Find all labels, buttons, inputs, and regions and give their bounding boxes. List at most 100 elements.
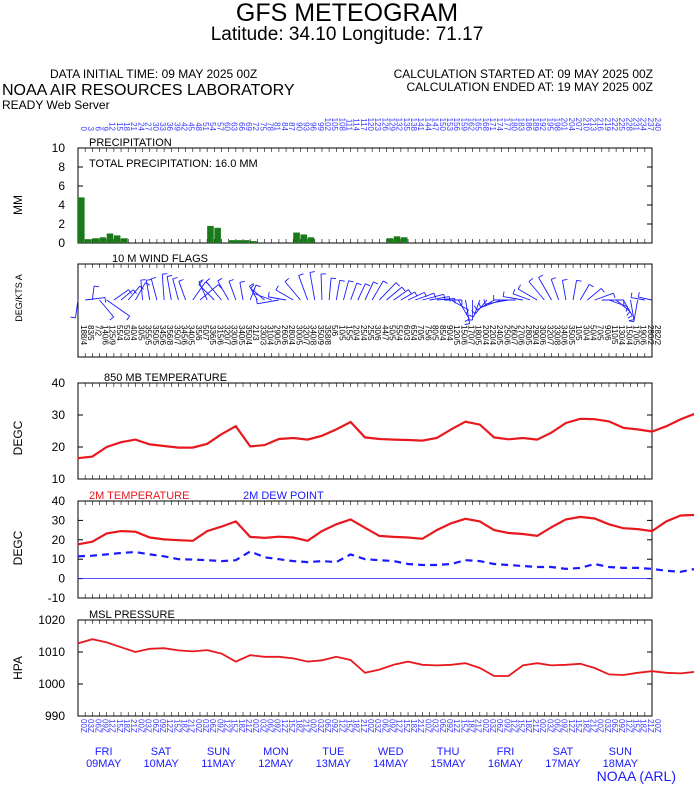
wind-barb (576, 279, 582, 282)
utc-hour-label: 06Z (380, 719, 389, 733)
wind-flag (512, 293, 531, 301)
wind-value-label: 5/6 (330, 325, 339, 337)
utc-hour-label: 03Z (316, 719, 325, 733)
utc-hour-label: 09Z (215, 719, 224, 733)
wind-flag (503, 296, 523, 301)
y-tick-label: 6 (58, 179, 65, 193)
forecast-hour-label: 138 (409, 118, 418, 132)
utc-hour-label: 15Z (631, 719, 640, 733)
wind-flag (268, 296, 287, 301)
wind-barb (637, 292, 640, 298)
wind-value-label: 140/6 (101, 325, 110, 346)
utc-hour-label: 09Z (502, 719, 511, 733)
day-of-week-label: THU (437, 746, 460, 758)
wind-value-label: 336/5 (208, 325, 217, 346)
wind-flag (99, 299, 115, 318)
wind-value-label: 260/7 (510, 325, 519, 346)
precip-bar (250, 241, 257, 243)
wind-flag (135, 282, 146, 301)
forecast-hour-label: 24 (136, 122, 145, 131)
wind-value-label: 40/4 (129, 325, 138, 341)
wind-flag (113, 289, 129, 301)
forecast-hour-label: 99 (316, 122, 325, 131)
wind-barb (464, 323, 470, 325)
utc-hour-label: 12Z (510, 719, 519, 733)
forecast-hour-label: 174 (495, 118, 504, 132)
wind-flag (450, 299, 469, 311)
wind-flag (198, 281, 208, 301)
wind-value-label: 290/5 (273, 325, 282, 346)
wind-barb (483, 299, 486, 305)
forecast-hour-label: 195 (545, 118, 554, 132)
forecast-hour-label: 45 (187, 122, 196, 131)
wind-flag (284, 281, 301, 301)
page-title: GFS METEOGRAM (235, 0, 459, 27)
dewpoint-legend: 2M DEW POINT (243, 490, 324, 502)
day-date-label: 13MAY (316, 758, 352, 770)
utc-hour-label: 06Z (610, 719, 619, 733)
utc-hour-label: 09Z (445, 719, 454, 733)
utc-hour-label: 15Z (459, 719, 468, 733)
forecast-hour-label: 6 (93, 127, 102, 132)
wind-title: 10 M WIND FLAGS (112, 253, 208, 265)
utc-hour-label: 03Z (488, 719, 497, 733)
temp2m-panel (77, 500, 653, 599)
utc-hour-label: 03Z (603, 719, 612, 733)
wind-barb (473, 305, 478, 311)
wind-barb (94, 285, 100, 288)
wind-value-label: 130/4 (617, 325, 626, 346)
wind-barb (218, 284, 222, 289)
forecast-hour-label: 168 (481, 118, 490, 132)
forecast-hour-label: 132 (395, 118, 404, 132)
wind-value-label: 350/5 (567, 325, 576, 346)
wind-value-label: 85/4 (438, 325, 447, 341)
wind-barb (249, 283, 254, 287)
wind-value-label: 125/9 (108, 325, 117, 346)
forecast-hour-label: 30 (151, 122, 160, 131)
wind-value-label: 200/4 (481, 325, 490, 346)
wind-value-label: 90/4 (445, 325, 454, 341)
forecast-hour-label: 39 (172, 122, 181, 131)
precip-bar (393, 236, 401, 243)
wind-barb (267, 291, 270, 297)
utc-hour-label: 06Z (266, 719, 275, 733)
wind-barb (145, 282, 150, 286)
wind-value-label: 21/3 (251, 325, 260, 341)
wind-value-label: 35/6 (194, 325, 203, 341)
wind-value-label: 315/6 (215, 325, 224, 346)
day-date-label: 17MAY (545, 758, 581, 770)
wind-flag (572, 280, 577, 301)
wind-barb (309, 271, 315, 273)
wind-barb (382, 280, 388, 284)
wind-flag (528, 281, 545, 301)
wind-value-label: 350/9 (316, 325, 325, 346)
day-date-label: 09MAY (86, 758, 122, 770)
utc-hour-label: 06Z (93, 719, 102, 733)
forecast-hour-label: 177 (502, 118, 511, 132)
wind-value-label: 30/6 (373, 325, 382, 341)
forecast-hour-label: 105 (330, 118, 339, 132)
wind-value-label: 320/7 (301, 325, 310, 346)
utc-hour-label: 09Z (158, 719, 167, 733)
forecast-hour-label: 240 (653, 118, 662, 132)
forecast-hour-label: 141 (416, 118, 425, 132)
utc-hour-label: 06Z (495, 719, 504, 733)
utc-hour-label: 15Z (517, 719, 526, 733)
wind-flag (239, 282, 244, 301)
pressure-panel (77, 619, 653, 717)
forecast-hour-label: 54 (208, 122, 217, 131)
forecast-hour-label: 108 (337, 118, 346, 132)
wind-barb (628, 319, 635, 322)
wind-value-label: 25/4 (359, 325, 368, 341)
precip-bar (92, 238, 99, 243)
precip-bar (386, 238, 394, 243)
wind-value-label: 70/5 (416, 325, 425, 341)
forecast-hour-label: 15 (115, 122, 124, 131)
wind-value-label: 75/6 (423, 325, 432, 341)
forecast-hour-label: 162 (466, 118, 475, 132)
forecast-hour-label: 111 (344, 119, 353, 132)
wind-flag (127, 285, 141, 301)
utc-hour-label: 03Z (431, 719, 440, 733)
wind-flag (298, 275, 309, 301)
forecast-hour-label: 96 (309, 122, 318, 131)
